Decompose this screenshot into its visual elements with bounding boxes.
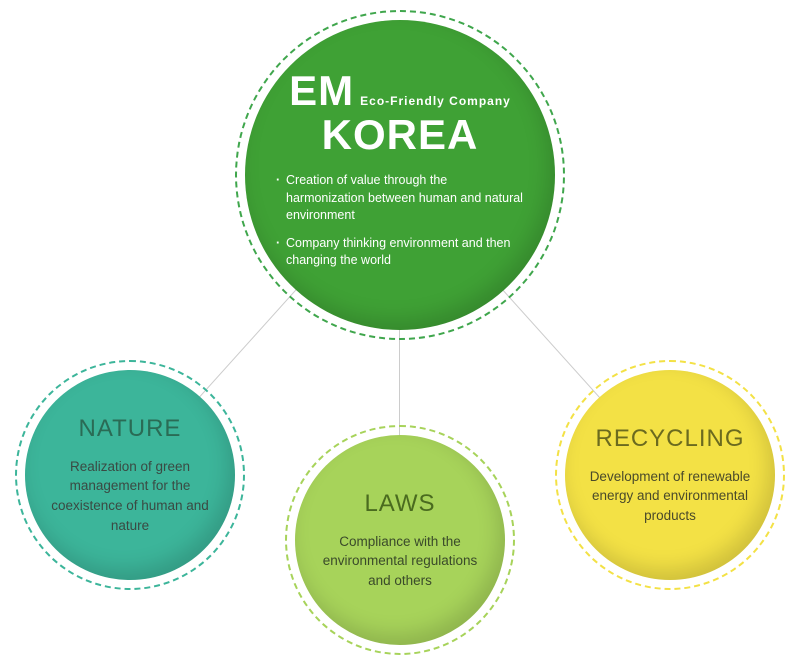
main-bullet-2: Company thinking environment and then ch… bbox=[276, 235, 524, 270]
nature-title: NATURE bbox=[79, 415, 182, 443]
nature-circle: NATURE Realization of green management f… bbox=[15, 360, 245, 590]
nature-desc: Realization of green management for the … bbox=[25, 457, 235, 535]
laws-circle: LAWS Compliance with the environmental r… bbox=[285, 425, 515, 655]
main-circle-fill: EM Eco-Friendly Company KOREA Creation o… bbox=[245, 20, 555, 330]
main-title-em: EM bbox=[289, 70, 354, 112]
main-bullets: Creation of value through the harmonizat… bbox=[276, 172, 524, 280]
main-title-row: EM Eco-Friendly Company bbox=[289, 70, 511, 112]
recycling-desc: Development of renewable energy and envi… bbox=[565, 467, 775, 526]
recycling-circle-fill: RECYCLING Development of renewable energ… bbox=[565, 370, 775, 580]
main-title-sub: Eco-Friendly Company bbox=[360, 94, 511, 108]
laws-circle-fill: LAWS Compliance with the environmental r… bbox=[295, 435, 505, 645]
laws-title: LAWS bbox=[364, 490, 435, 518]
laws-desc: Compliance with the environmental regula… bbox=[295, 532, 505, 591]
main-circle: EM Eco-Friendly Company KOREA Creation o… bbox=[235, 10, 565, 340]
recycling-title: RECYCLING bbox=[595, 425, 744, 453]
recycling-circle: RECYCLING Development of renewable energ… bbox=[555, 360, 785, 590]
main-bullet-1: Creation of value through the harmonizat… bbox=[276, 172, 524, 225]
nature-circle-fill: NATURE Realization of green management f… bbox=[25, 370, 235, 580]
main-title-korea: KOREA bbox=[322, 114, 479, 156]
